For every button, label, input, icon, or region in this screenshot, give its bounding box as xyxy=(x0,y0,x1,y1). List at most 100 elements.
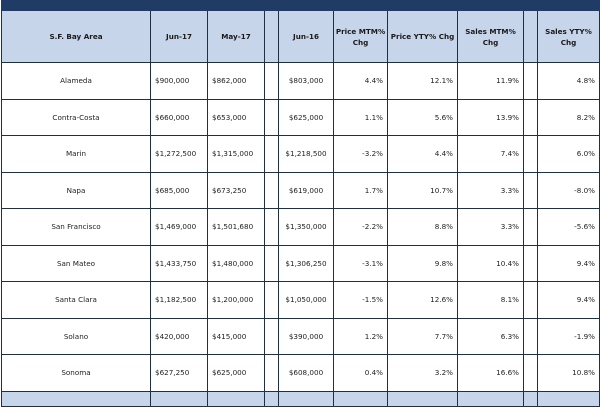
table-row: San Mateo $1,433,750 $1,480,000 $1,306,250-… xyxy=(1,244,600,282)
cell-area: Marin xyxy=(1,135,151,173)
cell-sales-yty: -8.0% xyxy=(537,171,600,209)
cell-price-yty: 12.1% xyxy=(387,62,458,100)
cell-jun16: $625,000 xyxy=(278,98,334,136)
cell-price-mtm: 4.4% xyxy=(333,62,388,100)
cell-price-yty: 5.6% xyxy=(387,98,458,136)
bottom-band xyxy=(1,390,600,407)
cell-may17: $1,480,000 xyxy=(207,244,265,282)
cell-price-mtm: 1.7% xyxy=(333,171,388,209)
table-row: Solano $420,000 $415,000 $390,000 1.2% 7.7% 6.… xyxy=(1,317,600,355)
cell-jun17: $1,469,000 xyxy=(150,208,208,246)
cell-sales-mtm: 11.9% xyxy=(457,62,524,100)
cell-sales-mtm: 16.6% xyxy=(457,354,524,392)
cell-jun16: $1,218,500 xyxy=(278,135,334,173)
cell-jun16: $1,350,000 xyxy=(278,208,334,246)
cell-sales-mtm: 6.3% xyxy=(457,317,524,355)
cell-area: Solano xyxy=(1,317,151,355)
cell-jun17: $627,250 xyxy=(150,354,208,392)
cell-jun16: $390,000 xyxy=(278,317,334,355)
cell-jun17: $1,182,500 xyxy=(150,281,208,319)
cell-gap-2 xyxy=(523,171,538,209)
cell-gap-2 xyxy=(523,98,538,136)
cell-jun17: $420,000 xyxy=(150,317,208,355)
cell-gap-2 xyxy=(523,281,538,319)
table-row: San Francisco $1,469,000 $1,501,680 $1,350,… xyxy=(1,208,600,246)
cell-price-yty: 4.4% xyxy=(387,135,458,173)
cell-may17: $415,000 xyxy=(207,317,265,355)
cell-gap xyxy=(264,317,279,355)
table-row: Napa $685,000 $673,250 $619,000 1.7% 10.7% 3.3… xyxy=(1,171,600,209)
cell-price-yty: 7.7% xyxy=(387,317,458,355)
cell-may17: $1,501,680 xyxy=(207,208,265,246)
cell-jun17: $685,000 xyxy=(150,171,208,209)
cell-gap xyxy=(264,354,279,392)
cell-gap-2 xyxy=(523,135,538,173)
cell-area: Sonoma xyxy=(1,354,151,392)
cell-price-mtm: -3.2% xyxy=(333,135,388,173)
cell-jun16: $619,000 xyxy=(278,171,334,209)
cell-price-yty: 8.8% xyxy=(387,208,458,246)
cell-jun17: $660,000 xyxy=(150,98,208,136)
cell-jun16: $608,000 xyxy=(278,354,334,392)
table-row: Alameda $900,000 $862,000 $803,000 4.4% 12.1%… xyxy=(1,62,600,100)
cell-area: Contra-Costa xyxy=(1,98,151,136)
cell-sales-yty: -5.6% xyxy=(537,208,600,246)
table-row: Santa Clara $1,182,500 $1,200,000 $1,050,00… xyxy=(1,281,600,319)
cell-sales-mtm: 3.3% xyxy=(457,171,524,209)
table-row: Contra-Costa $660,000 $653,000 $625,000 1.1%… xyxy=(1,98,600,136)
cell-may17: $673,250 xyxy=(207,171,265,209)
cell-gap xyxy=(264,135,279,173)
cell-price-mtm: 1.1% xyxy=(333,98,388,136)
header-row: S.F. Bay Area Jun-17 May-17 Jun-16 Price… xyxy=(1,10,600,63)
header-jun17: Jun-17 xyxy=(150,10,208,63)
cell-sales-yty: 8.2% xyxy=(537,98,600,136)
header-gap-2 xyxy=(523,10,538,63)
cell-area: San Francisco xyxy=(1,208,151,246)
cell-sales-yty: 10.8% xyxy=(537,354,600,392)
header-price-mtm: Price MTM% Chg xyxy=(333,10,388,63)
cell-jun16: $1,306,250 xyxy=(278,244,334,282)
cell-price-mtm: 1.2% xyxy=(333,317,388,355)
cell-sales-yty: -1.9% xyxy=(537,317,600,355)
cell-sales-yty: 9.4% xyxy=(537,281,600,319)
cell-price-yty: 3.2% xyxy=(387,354,458,392)
cell-gap-2 xyxy=(523,244,538,282)
cell-sales-mtm: 3.3% xyxy=(457,208,524,246)
cell-gap xyxy=(264,62,279,100)
cell-sales-mtm: 7.4% xyxy=(457,135,524,173)
cell-jun17: $900,000 xyxy=(150,62,208,100)
cell-area: Alameda xyxy=(1,62,151,100)
cell-gap xyxy=(264,171,279,209)
header-gap xyxy=(264,10,279,63)
cell-gap-2 xyxy=(523,354,538,392)
cell-gap xyxy=(264,281,279,319)
header-jun16: Jun-16 xyxy=(278,10,334,63)
cell-sales-yty: 4.8% xyxy=(537,62,600,100)
cell-gap-2 xyxy=(523,208,538,246)
header-sales-yty: Sales YTY% Chg xyxy=(537,10,600,63)
table-row: Sonoma $627,250 $625,000 $608,000 0.4% 3.2% 16… xyxy=(1,354,600,392)
cell-may17: $862,000 xyxy=(207,62,265,100)
table-row: Marin $1,272,500 $1,315,000 $1,218,500 -3.2%… xyxy=(1,135,600,173)
cell-gap xyxy=(264,98,279,136)
cell-area: Napa xyxy=(1,171,151,209)
cell-sales-mtm: 10.4% xyxy=(457,244,524,282)
cell-area: Santa Clara xyxy=(1,281,151,319)
cell-jun16: $803,000 xyxy=(278,62,334,100)
cell-gap-2 xyxy=(523,317,538,355)
cell-price-mtm: -3.1% xyxy=(333,244,388,282)
cell-may17: $653,000 xyxy=(207,98,265,136)
cell-area: San Mateo xyxy=(1,244,151,282)
cell-sales-mtm: 13.9% xyxy=(457,98,524,136)
cell-price-yty: 12.6% xyxy=(387,281,458,319)
cell-price-yty: 10.7% xyxy=(387,171,458,209)
header-sales-mtm: Sales MTM% Chg xyxy=(457,10,524,63)
cell-sales-yty: 9.4% xyxy=(537,244,600,282)
header-price-yty: Price YTY% Chg xyxy=(387,10,458,63)
cell-price-mtm: -2.2% xyxy=(333,208,388,246)
cell-jun17: $1,433,750 xyxy=(150,244,208,282)
cell-gap-2 xyxy=(523,62,538,100)
cell-sales-yty: 6.0% xyxy=(537,135,600,173)
